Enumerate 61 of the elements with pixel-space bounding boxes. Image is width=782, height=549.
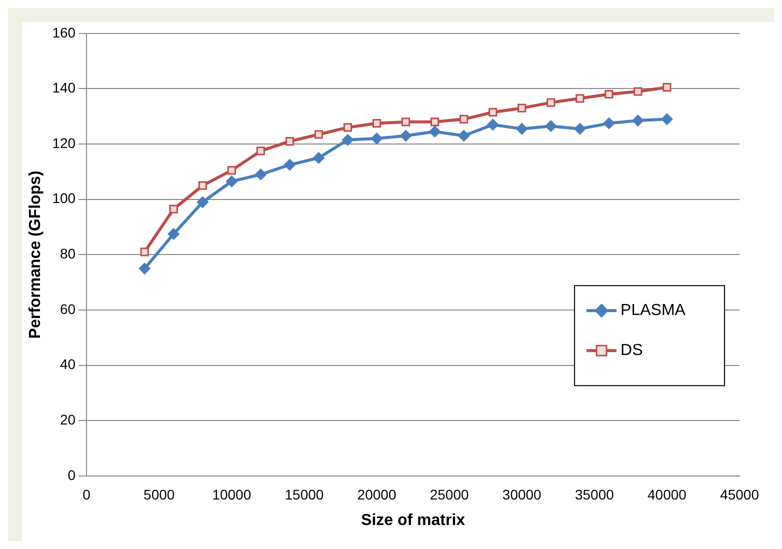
y-tick-label: 120	[52, 134, 76, 151]
x-tick-label: 45000	[720, 486, 760, 502]
point	[429, 126, 441, 138]
point	[312, 152, 324, 164]
point	[371, 132, 383, 144]
point	[632, 114, 644, 126]
y-tick-label: 60	[60, 300, 76, 317]
y-tick-label: 160	[52, 24, 76, 40]
x-tick-label: 35000	[574, 486, 614, 502]
point	[518, 104, 526, 112]
y-tick-label: 140	[52, 80, 76, 96]
point	[285, 137, 294, 146]
y-tick-label: 20	[60, 412, 76, 428]
point	[400, 130, 412, 142]
y-axis-title: Performance (GFlops)	[27, 170, 44, 339]
x-tick-label: 5000	[144, 486, 175, 502]
point	[661, 113, 673, 125]
point	[604, 90, 614, 99]
x-tick-label: 10000	[212, 486, 252, 502]
point	[343, 123, 352, 132]
point	[576, 94, 584, 103]
x-tick-label: 15000	[284, 486, 324, 502]
x-tick-label: 0	[82, 486, 91, 502]
y-tick-label: 80	[60, 246, 76, 262]
point	[603, 118, 615, 130]
point	[460, 114, 468, 124]
x-tick-label: 40000	[648, 486, 687, 502]
point	[198, 181, 207, 190]
point	[314, 130, 324, 139]
legend-label: DS	[620, 342, 643, 360]
x-tick-label: 20000	[357, 486, 396, 502]
point	[138, 262, 150, 274]
point	[227, 166, 236, 175]
point	[488, 108, 498, 117]
x-tick-label: 25000	[430, 486, 469, 502]
x-axis-title: Size of matrix	[361, 512, 466, 529]
point	[574, 123, 586, 135]
legend-label: PLASMA	[620, 302, 686, 320]
x-tick-label: 30000	[502, 486, 542, 502]
point	[372, 119, 382, 128]
point	[140, 248, 149, 256]
point	[284, 159, 296, 171]
point	[169, 204, 178, 214]
point	[402, 118, 410, 126]
point	[196, 196, 208, 208]
point	[254, 168, 266, 180]
point	[430, 118, 440, 126]
point	[545, 120, 557, 132]
point	[516, 123, 528, 135]
point	[458, 130, 470, 142]
y-tick-label: 100	[52, 190, 76, 206]
point	[226, 176, 238, 188]
point	[662, 83, 672, 92]
point	[634, 87, 642, 96]
point	[487, 118, 499, 130]
y-tick-label: 40	[60, 356, 76, 372]
point	[342, 134, 354, 146]
y-tick-label: 0	[68, 466, 76, 483]
point	[256, 146, 265, 156]
point	[168, 228, 180, 240]
point	[546, 98, 556, 107]
